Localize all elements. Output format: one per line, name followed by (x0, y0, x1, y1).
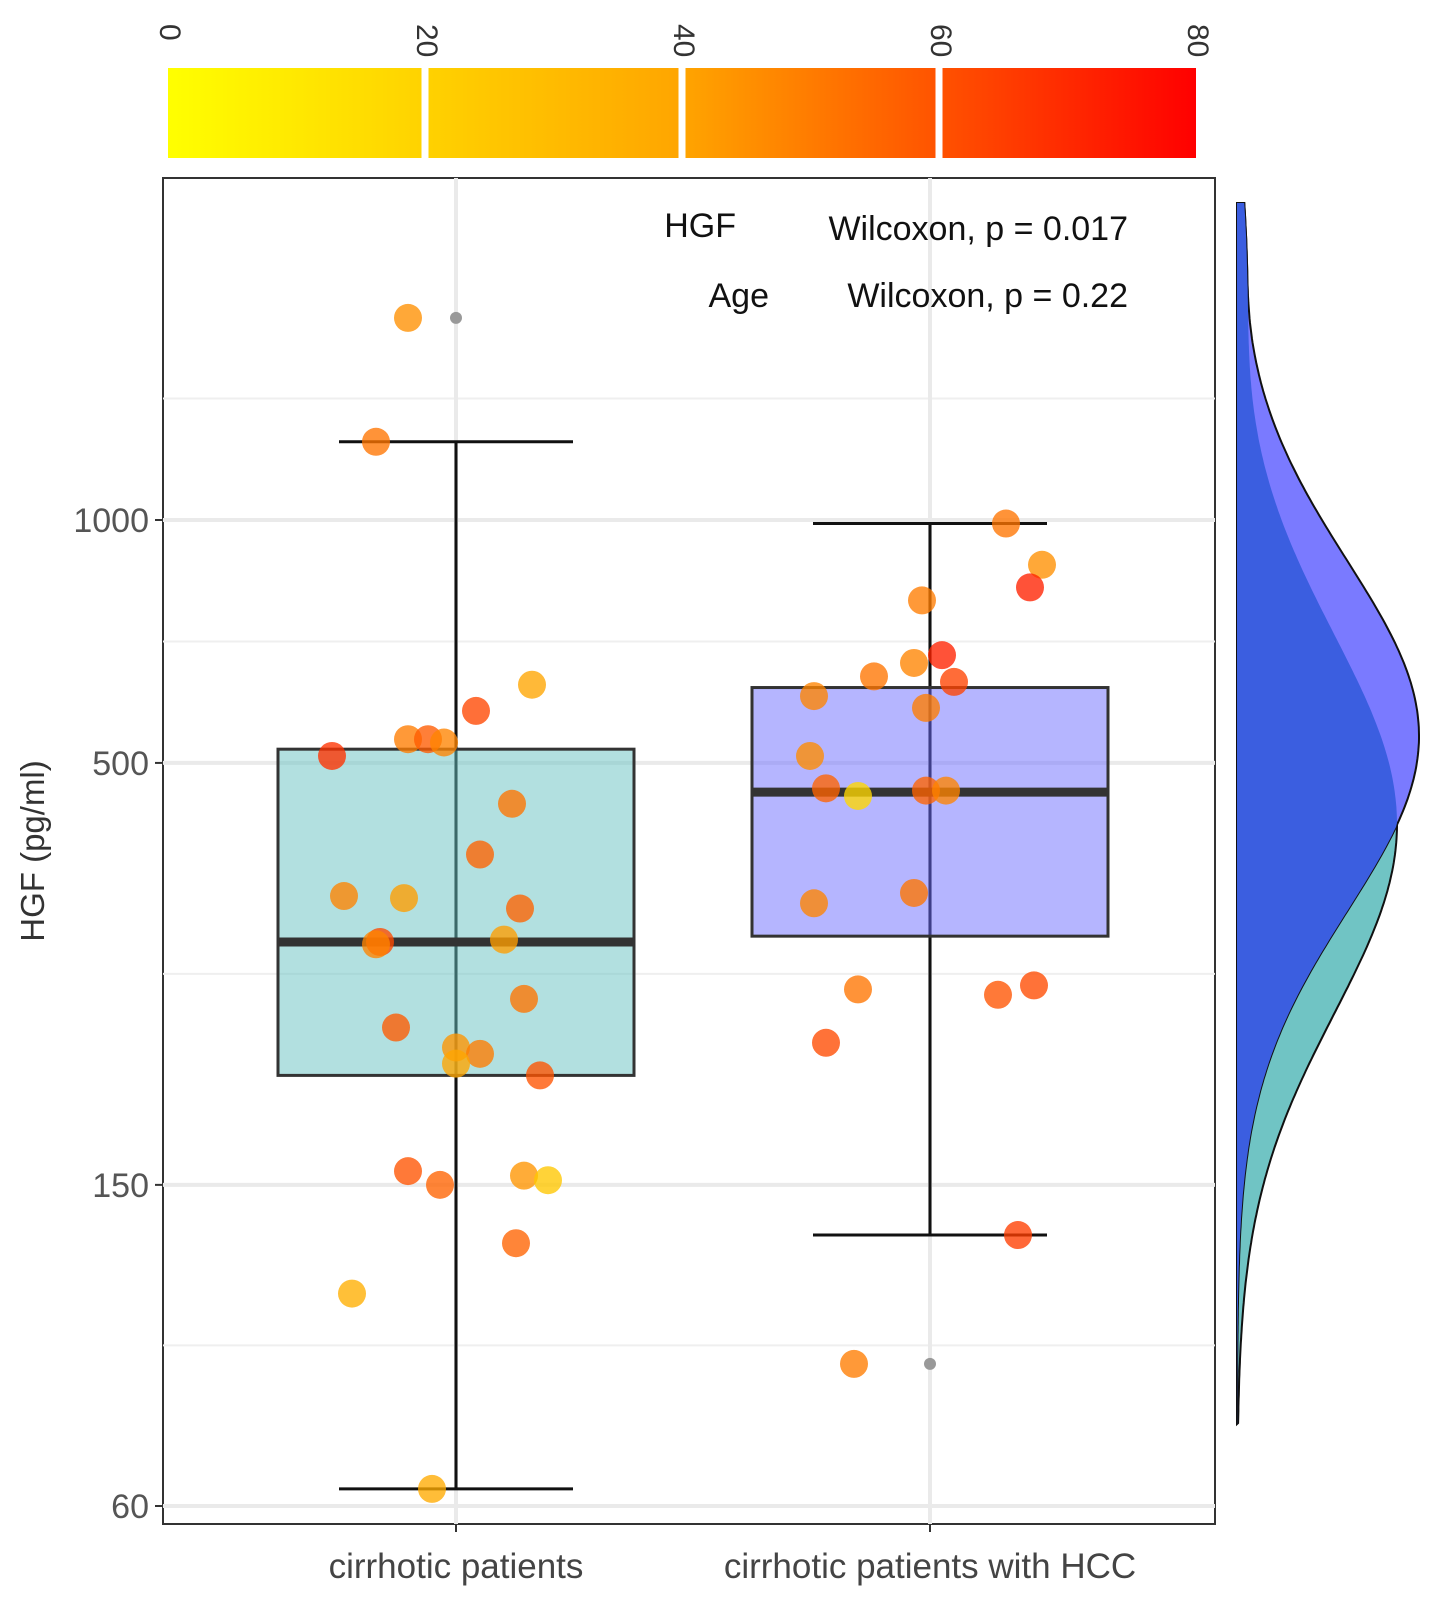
box-2 (750, 522, 1110, 1370)
data-point (908, 586, 936, 615)
data-point (912, 693, 940, 722)
data-point (1016, 573, 1044, 602)
data-point (510, 1161, 538, 1190)
data-point (1020, 971, 1048, 1000)
annotation-age-name: Age (709, 277, 770, 315)
data-point (928, 641, 956, 670)
data-point (526, 1061, 554, 1090)
y-tick-label: 1000 (73, 502, 149, 540)
point-layer (318, 303, 1056, 1503)
density-overlap (1237, 203, 1397, 1424)
colorbar-tick-label: 60 (924, 24, 957, 57)
data-point (800, 682, 828, 711)
data-point (466, 1039, 494, 1068)
y-tick-label: 60 (111, 1488, 149, 1526)
annotation-age: Age Wilcoxon, p = 0.22 (709, 277, 1129, 315)
data-point (426, 1170, 454, 1199)
colorbar-tick-label: 0 (153, 24, 186, 41)
annotation-hgf: HGF Wilcoxon, p = 0.017 (664, 207, 1128, 248)
data-point (812, 774, 840, 803)
data-point (912, 776, 940, 805)
data-point (534, 1166, 562, 1195)
y-axis: 60 150 500 1000 (73, 502, 163, 1526)
colorbar-tick-label: 80 (1181, 24, 1214, 57)
outlier-point (450, 311, 462, 324)
data-point (442, 1049, 470, 1078)
data-point (518, 670, 546, 699)
data-point (394, 303, 422, 332)
data-point (932, 776, 960, 805)
annotation-age-text: Wilcoxon, p = 0.22 (847, 277, 1128, 315)
data-point (462, 696, 490, 725)
y-tick-label: 150 (92, 1167, 149, 1205)
data-point (800, 889, 828, 918)
marginal-density (1236, 202, 1420, 1427)
colorbar-tick-label: 40 (667, 24, 700, 57)
x-category-label: cirrhotic patients (329, 1547, 584, 1586)
x-category-label: cirrhotic patients with HCC (724, 1547, 1136, 1586)
box-iqr (750, 686, 1110, 938)
data-point (362, 427, 390, 456)
data-point (992, 509, 1020, 538)
box-layer (276, 311, 1110, 1491)
data-point (382, 1013, 410, 1042)
y-axis-title: HGF (pg/ml) (14, 760, 51, 942)
data-point (900, 648, 928, 677)
data-point (860, 662, 888, 691)
data-point (1028, 550, 1056, 579)
data-point (390, 884, 418, 913)
data-point (1004, 1221, 1032, 1250)
data-point (490, 925, 518, 954)
data-point (338, 1279, 366, 1308)
data-point (362, 930, 390, 959)
data-point (796, 741, 824, 770)
age-colorbar: 0 20 40 60 80 (153, 24, 1214, 160)
box-1 (276, 311, 636, 1491)
data-point (430, 728, 458, 757)
data-point (844, 781, 872, 810)
data-point (812, 1028, 840, 1057)
data-point (466, 840, 494, 869)
data-point (840, 1349, 868, 1378)
x-axis: cirrhotic patients cirrhotic patients wit… (329, 1524, 1136, 1586)
outlier-point (924, 1357, 936, 1370)
y-tick-label: 500 (92, 745, 149, 783)
data-point (394, 1157, 422, 1186)
data-point (940, 667, 968, 696)
data-point (318, 741, 346, 770)
data-point (506, 894, 534, 923)
annotation-hgf-text: Wilcoxon, p = 0.017 (828, 210, 1128, 248)
data-point (330, 882, 358, 911)
box-iqr (276, 747, 636, 1077)
data-point (498, 789, 526, 818)
data-point (984, 980, 1012, 1009)
data-point (502, 1229, 530, 1258)
data-point (510, 984, 538, 1013)
data-point (844, 975, 872, 1004)
annotation-hgf-name: HGF (664, 207, 736, 245)
data-point (900, 878, 928, 907)
data-point (394, 725, 422, 754)
data-point (418, 1474, 446, 1503)
colorbar-tick-label: 20 (410, 24, 443, 57)
